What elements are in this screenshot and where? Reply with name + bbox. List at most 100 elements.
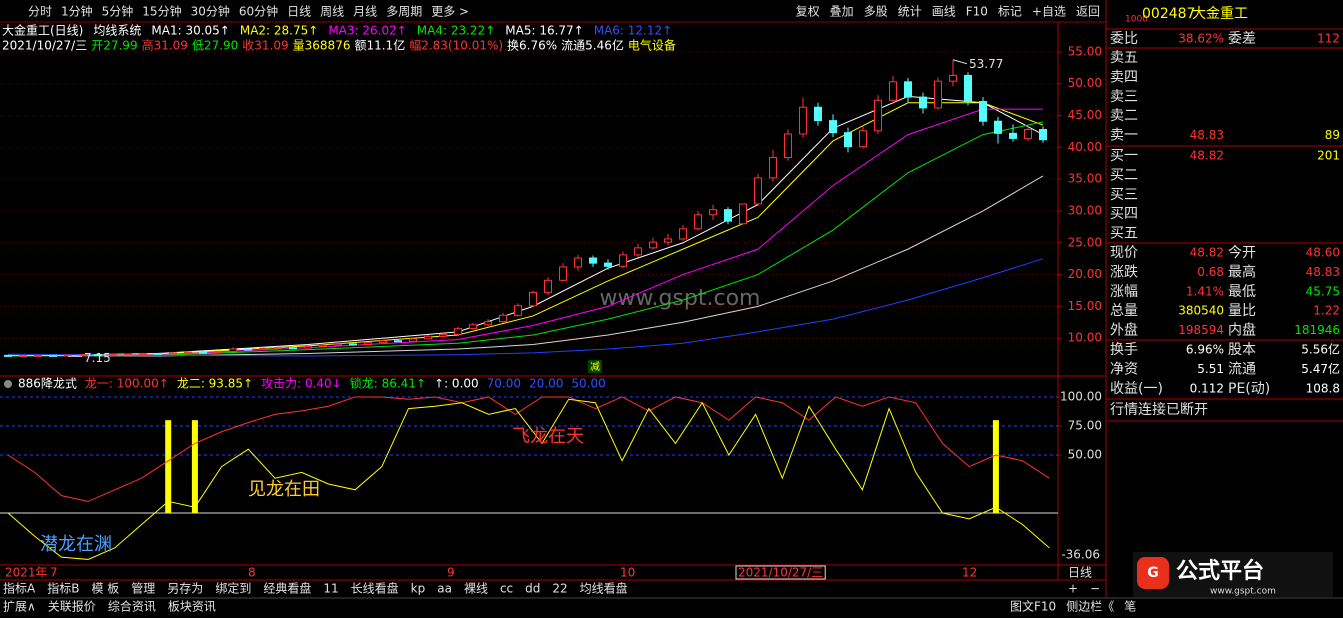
y-tick-label: 45.00 (1068, 108, 1102, 122)
candle-body (364, 342, 372, 346)
x-tick-label: 12 (962, 566, 977, 580)
tool-button[interactable]: 标记 (998, 5, 1022, 19)
field-value: 5.47亿 (1301, 361, 1340, 376)
period-tab[interactable]: 30分钟 (191, 4, 230, 19)
candle-body (4, 354, 12, 357)
tool-button[interactable]: 画线 (932, 5, 956, 19)
bottom-right[interactable]: 笔 (1124, 599, 1136, 614)
bottom-tab[interactable]: 指标A (3, 581, 36, 596)
tool-button[interactable]: 统计 (898, 5, 922, 19)
field-label: 涨幅 (1110, 284, 1138, 300)
bottom-tab[interactable]: dd (525, 582, 540, 596)
period-label: 日线 (1068, 566, 1092, 580)
field-value: 380540 (1178, 304, 1224, 318)
candle-body (214, 351, 222, 354)
bottom-right[interactable]: 侧边栏《 (1066, 599, 1114, 614)
field-label: 换手 (1110, 341, 1138, 358)
candle-body (694, 214, 702, 230)
code-badge: 1000 (1125, 15, 1148, 25)
book-volume: 201 (1317, 149, 1340, 163)
candle-body (169, 352, 177, 355)
bottom-tab[interactable]: 指标B (47, 581, 79, 596)
bottom-tab[interactable]: 长线看盘 (351, 581, 399, 596)
period-tab[interactable]: 多周期 (386, 5, 422, 19)
bottom-tab[interactable]: 经典看盘 (263, 581, 311, 596)
period-tab[interactable]: 分时 (28, 5, 52, 19)
field-value: 5.56亿 (1301, 342, 1340, 357)
period-tab[interactable]: 5分钟 (102, 4, 134, 19)
candle-body (469, 324, 477, 330)
field-label: 收益(一) (1110, 381, 1163, 397)
x-tick-label: 7 (50, 566, 58, 580)
candle-body (334, 343, 342, 346)
tool-button[interactable]: 返回 (1076, 5, 1100, 19)
candle-body (604, 262, 612, 267)
bottom-tab[interactable]: 11 (323, 582, 338, 596)
bottom-tab[interactable]: kp (411, 582, 426, 596)
candle-body (319, 344, 327, 347)
candle-body (1024, 129, 1032, 139)
ma-legend: 均线系统 (93, 24, 141, 38)
quote-summary: 收31.09 (242, 39, 288, 53)
field-label: 股本 (1228, 342, 1256, 358)
period-tab[interactable]: 日线 (287, 5, 311, 19)
period-tab[interactable]: 15分钟 (142, 4, 181, 19)
ma-legend: 大金重工(日线) (2, 23, 83, 38)
indicator-legend: ↑: 0.00 (434, 377, 479, 391)
tool-button[interactable]: 叠加 (830, 5, 854, 19)
candle-body (814, 106, 822, 122)
connection-status: 行情连接已断开 (1110, 401, 1208, 418)
book-label: 买一 (1110, 148, 1138, 164)
bottom-tab[interactable]: 22 (552, 582, 567, 596)
date-box (735, 565, 826, 580)
stock-code: 002487 (1142, 6, 1195, 22)
bottom-right[interactable]: 图文F10 (1010, 599, 1056, 614)
bottom-tab[interactable]: 均线看盘 (580, 581, 628, 596)
bottom-tab[interactable]: 另存为 (167, 582, 203, 596)
y-tick-label: 50.00 (1068, 76, 1102, 90)
tool-button[interactable]: +自选 (1032, 5, 1066, 19)
bottom-link[interactable]: 综合资讯 (108, 599, 156, 614)
quote-summary: 2021/10/27/三 (2, 39, 87, 53)
bottom-tab[interactable]: cc (500, 582, 513, 596)
x-tick-label: 8 (248, 566, 256, 580)
period-tab[interactable]: 周线 (320, 5, 344, 19)
indicator-legend: 锁龙: 86.41↑ (350, 376, 426, 391)
bottom-tab[interactable]: 管理 (131, 581, 155, 596)
period-tab[interactable]: 1分钟 (61, 4, 93, 19)
candle-body (349, 343, 357, 346)
candle-body (544, 279, 552, 293)
indicator-legend: 攻击力: 0.40↓ (261, 377, 342, 391)
candle-body (379, 340, 387, 344)
tool-button[interactable]: 复权 (796, 5, 820, 19)
stock-name: 大金重工 (1192, 6, 1248, 22)
bottom-link[interactable]: 扩展∧ (3, 600, 36, 614)
bottom-link[interactable]: 关联报价 (48, 599, 96, 614)
tool-button[interactable]: 多股 (864, 5, 888, 19)
period-tab[interactable]: 60分钟 (239, 4, 278, 19)
indicator-legend: 70.00 (487, 377, 521, 391)
high-label: 53.77 (969, 57, 1003, 71)
zoom-in[interactable]: + (1068, 582, 1078, 596)
bottom-tab[interactable]: 裸线 (464, 581, 488, 596)
candle-body (784, 133, 792, 159)
marker-box (588, 360, 602, 373)
candle-body (724, 209, 732, 222)
bottom-tab[interactable]: aa (437, 582, 452, 596)
annotation: 飞龙在天 (512, 426, 584, 447)
tool-button[interactable]: F10 (966, 5, 988, 19)
period-tab[interactable]: 月线 (353, 5, 377, 19)
book-price: 48.82 (1190, 149, 1224, 163)
field-label: 总量 (1110, 303, 1138, 319)
candle-body (259, 347, 267, 351)
candle-body (844, 132, 852, 148)
bottom-tab[interactable]: 绑定到 (215, 581, 251, 596)
bottom-tab[interactable]: 模 板 (91, 582, 119, 596)
zoom-out[interactable]: − (1090, 582, 1100, 596)
candle-body (979, 101, 987, 122)
bottom-link[interactable]: 板块资讯 (168, 600, 216, 614)
field-label: 外盘 (1110, 322, 1138, 339)
period-tab[interactable]: 更多 > (431, 5, 469, 19)
candle-body (199, 351, 207, 354)
signal-bar (992, 420, 999, 514)
